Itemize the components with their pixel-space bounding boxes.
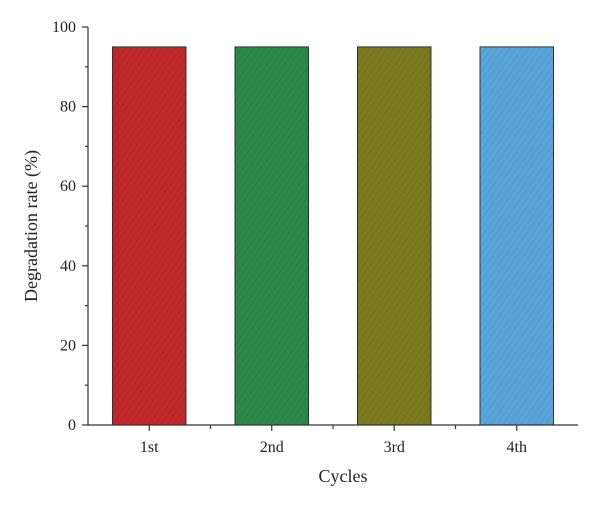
x-axis-ticks: 1st 2nd 3rd 4th [140, 425, 527, 456]
y-axis-title: Degradation rate (%) [21, 150, 42, 302]
y-tick-label-20: 20 [60, 337, 76, 354]
bar-4-texture [480, 46, 554, 426]
x-tick-label-1: 1st [140, 439, 159, 456]
x-axis-title: Cycles [319, 466, 368, 486]
bar-series [112, 46, 554, 426]
bar-1-texture [112, 46, 186, 426]
y-tick-label-40: 40 [60, 258, 76, 275]
bar-2-texture [235, 46, 309, 426]
y-axis-ticks: 0 20 40 60 80 100 [52, 19, 88, 434]
y-tick-label-100: 100 [52, 19, 76, 36]
y-tick-label-0: 0 [68, 417, 76, 434]
x-tick-label-4: 4th [507, 439, 527, 456]
x-tick-label-3: 3rd [384, 439, 405, 456]
x-tick-label-2: 2nd [260, 439, 284, 456]
y-tick-label-60: 60 [60, 178, 76, 195]
bar-3-texture [357, 46, 431, 426]
y-tick-label-80: 80 [60, 99, 76, 116]
